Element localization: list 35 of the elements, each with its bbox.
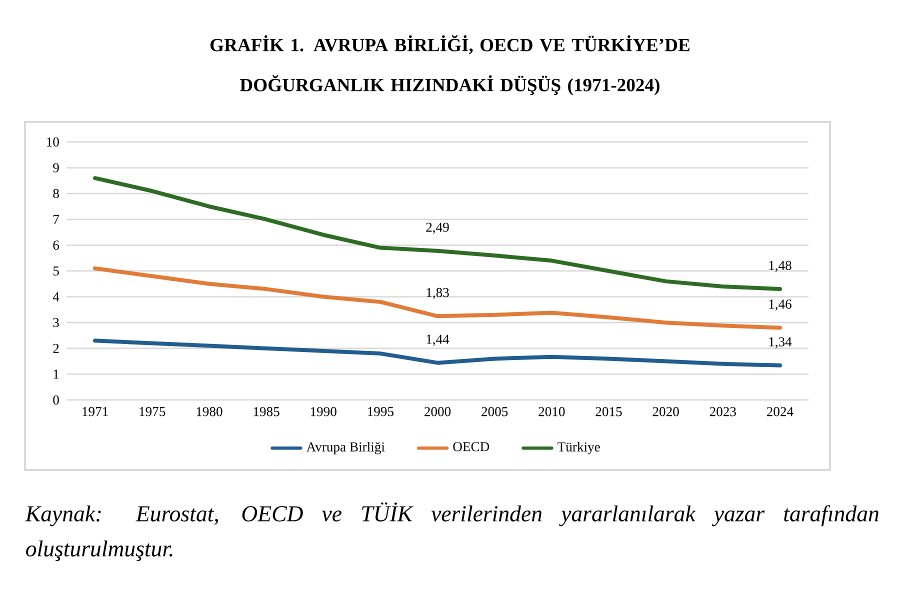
y-tick-label: 5 [53, 266, 59, 276]
y-tick-label: 6 [53, 240, 60, 250]
x-tick-label: 1971 [82, 407, 108, 416]
x-tick-label: 1990 [310, 407, 336, 416]
text: Kaynak: Eurostat, OECD ve TÜİK verilerinden yararlanılarak yazar tarafından oluşturulmuştur. [25, 502, 878, 562]
x-tick-label: 2015 [596, 407, 622, 416]
y-tick-label: 2 [53, 344, 59, 353]
annotation: 1,83 [426, 288, 449, 300]
x-tick-label: 2000 [424, 407, 451, 416]
y-tick-label: 8 [53, 188, 59, 198]
data-label: 1,34 [769, 337, 792, 348]
legend-label: Avrupa Birliği [306, 442, 385, 454]
legend-label: Türkiye [558, 442, 600, 454]
y-tick-label: 1 [54, 370, 59, 379]
y-tick-label: 7 [54, 214, 60, 224]
y-tick-label: 3 [53, 318, 59, 328]
x-tick-label: 1980 [196, 407, 222, 416]
x-tick-label: 2005 [482, 407, 508, 416]
legend-label: OECD [453, 442, 490, 452]
y-tick-label: 10 [47, 137, 59, 147]
data-label: 1,44 [426, 334, 450, 346]
x-tick-label: 1985 [254, 407, 280, 416]
y-tick-label: 9 [53, 163, 59, 172]
y-tick-label: 0 [53, 395, 59, 405]
chart-title: GRAFİK 1. AVRUPA BİRLİĞİ, OECD VE TÜRKİYE’DE DOĞURGANLIK HIZINDAKİ DÜŞÜŞ (1971-2024) [210, 35, 690, 96]
x-tick-label: 2023 [710, 407, 736, 416]
annotation: 1,46 [769, 300, 792, 311]
x-tick-label: 1975 [140, 407, 166, 416]
x-tick-label: 1995 [368, 407, 394, 416]
x-tick-label: 2010 [538, 407, 565, 416]
x-tick-label: 2024 [766, 407, 794, 416]
y-tick-label: 4 [52, 292, 60, 302]
annotation: 2,49 [426, 222, 449, 234]
x-tick-label: 2020 [652, 407, 679, 416]
annotation: 1,48 [769, 260, 792, 272]
